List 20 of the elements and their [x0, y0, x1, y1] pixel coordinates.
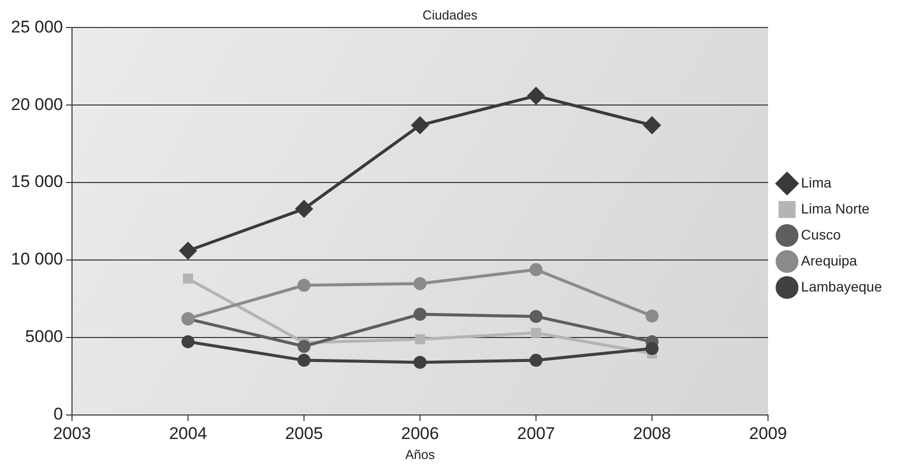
y-tick-label: 0 — [54, 404, 63, 424]
x-tick-label: 2008 — [633, 424, 671, 443]
x-axis-title: Años — [405, 446, 436, 462]
x-tick-label: 2003 — [53, 424, 91, 443]
legend-label: Cusco — [801, 226, 841, 242]
legend-label: Lima Norte — [801, 200, 870, 216]
x-tick-label: 2009 — [749, 424, 787, 443]
y-tick-label: 15 000 — [10, 172, 63, 192]
y-tick-label: 10 000 — [10, 250, 63, 269]
chart-title: Ciudades — [422, 7, 478, 22]
x-tick-label: 2006 — [401, 424, 439, 443]
legend-label: Lambayeque — [801, 278, 882, 294]
x-tick-label: 2007 — [517, 424, 555, 443]
legend-label: Arequipa — [801, 252, 858, 268]
legend-label: Lima — [801, 174, 832, 190]
x-tick-label: 2005 — [285, 424, 323, 443]
y-tick-label: 5000 — [25, 327, 63, 346]
x-tick-label: 2004 — [169, 424, 207, 443]
y-tick-label: 20 000 — [10, 94, 63, 114]
y-tick-label: 25 000 — [10, 17, 63, 36]
